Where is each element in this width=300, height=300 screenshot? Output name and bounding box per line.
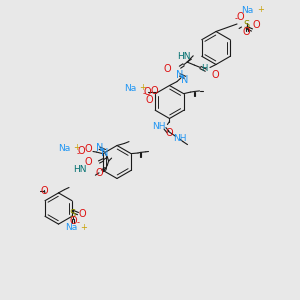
Text: O: O — [85, 157, 92, 167]
Text: H: H — [201, 64, 208, 73]
Text: O: O — [40, 185, 48, 196]
Text: Na: Na — [242, 6, 254, 15]
Text: N: N — [182, 75, 189, 85]
Text: O: O — [212, 70, 219, 80]
Text: NH: NH — [173, 134, 186, 143]
Text: O: O — [145, 95, 153, 105]
Text: S: S — [70, 209, 76, 219]
Text: N: N — [176, 70, 184, 80]
Text: O: O — [69, 216, 77, 226]
Text: -: - — [76, 218, 80, 227]
Text: O: O — [79, 209, 87, 219]
Text: O: O — [164, 64, 171, 74]
Text: S: S — [244, 20, 250, 30]
Text: -: - — [143, 89, 146, 98]
Text: -: - — [235, 14, 238, 23]
Text: +: + — [80, 223, 87, 232]
Text: O: O — [150, 85, 158, 96]
Text: O: O — [166, 128, 173, 138]
Text: O: O — [85, 144, 92, 154]
Text: O: O — [144, 86, 152, 97]
Text: O: O — [78, 146, 86, 156]
Text: +: + — [140, 83, 146, 92]
Text: Na: Na — [65, 224, 77, 232]
Text: O: O — [253, 20, 261, 30]
Text: Na: Na — [58, 144, 70, 153]
Text: Na: Na — [124, 84, 136, 93]
Text: O: O — [95, 168, 103, 178]
Text: +: + — [257, 5, 264, 14]
Text: N: N — [101, 148, 109, 158]
Text: -: - — [77, 149, 80, 158]
Text: O: O — [243, 27, 250, 37]
Text: NH: NH — [152, 122, 166, 131]
Text: O: O — [236, 11, 244, 22]
Text: HN: HN — [177, 52, 191, 62]
Text: +: + — [73, 142, 80, 152]
Text: HN: HN — [73, 165, 86, 174]
Text: N: N — [96, 143, 103, 153]
